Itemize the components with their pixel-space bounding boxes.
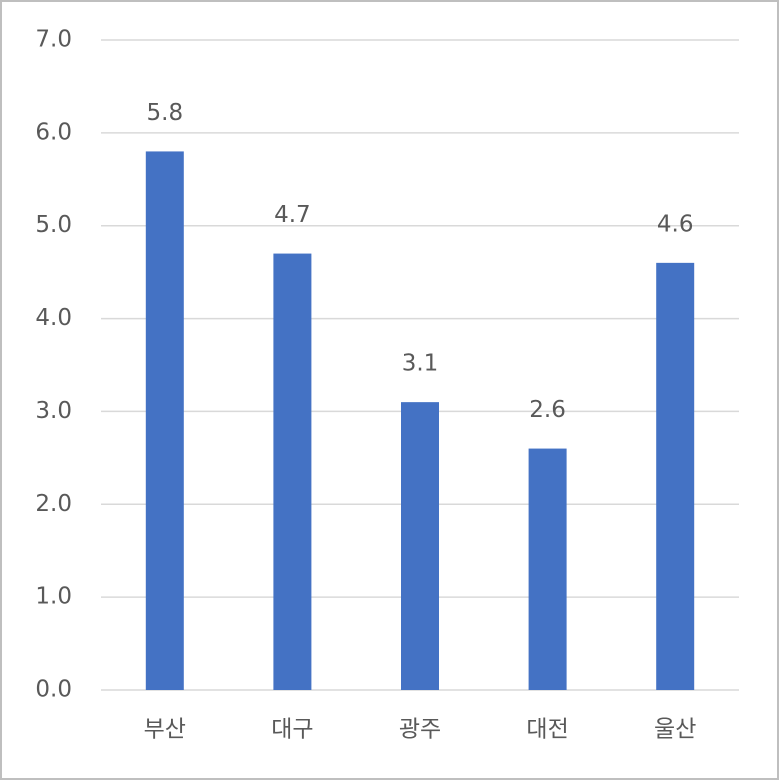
- x-tick-label: 대구: [271, 717, 313, 743]
- bar: [273, 253, 312, 691]
- bar: [145, 151, 184, 690]
- bar: [401, 402, 439, 690]
- x-tick-label: 광주: [399, 717, 441, 743]
- y-tick-label: 4.0: [35, 305, 72, 331]
- y-tick-label: 3.0: [35, 398, 72, 424]
- x-tick-label: 울산: [654, 717, 696, 743]
- x-tick-label: 대전: [526, 717, 568, 743]
- data-label: 2.6: [529, 397, 566, 423]
- bar: [656, 262, 695, 690]
- x-tick-label: 부산: [144, 717, 186, 743]
- y-tick-label: 5.0: [35, 212, 72, 238]
- y-tick-label: 0.0: [35, 677, 72, 703]
- data-label: 4.7: [274, 202, 311, 228]
- data-label: 5.8: [147, 100, 184, 126]
- y-tick-label: 7.0: [35, 27, 72, 53]
- y-tick-label: 6.0: [35, 119, 72, 145]
- y-tick-label: 2.0: [35, 491, 72, 517]
- data-label: 3.1: [402, 351, 439, 377]
- y-tick-label: 1.0: [35, 584, 72, 610]
- bar: [528, 448, 567, 690]
- data-label: 4.6: [657, 211, 694, 237]
